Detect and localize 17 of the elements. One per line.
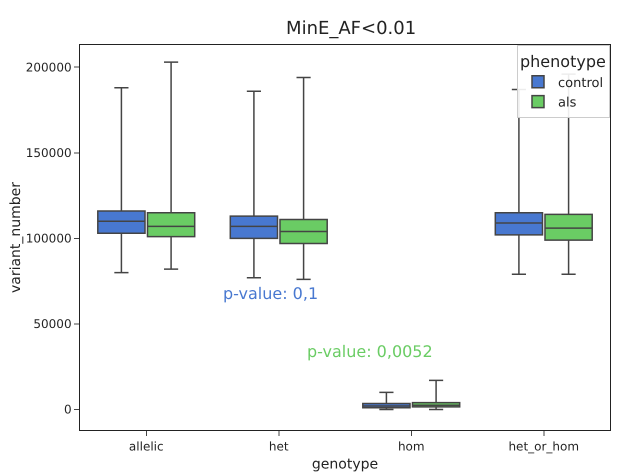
x-tick-label: hom [398,439,425,454]
chart-title: MinE_AF<0.01 [286,18,416,39]
legend-label: als [558,96,577,111]
y-tick-label: 200000 [26,60,72,74]
y-tick-label: 0 [64,402,72,417]
x-axis-title: genotype [312,456,378,473]
annotation: p-value: 0,1 [223,284,318,303]
y-axis-title: variant_number [8,182,24,294]
annotation: p-value: 0,0052 [307,342,433,361]
legend-label: control [558,76,604,91]
y-tick-label: 50000 [33,317,72,332]
y-tick-label: 100000 [26,232,72,246]
x-tick-label: het_or_hom [508,439,580,454]
y-tick-label: 150000 [26,146,72,160]
legend-title: phenotype [520,52,606,71]
x-tick-label: allelic [128,439,164,454]
x-tick-label: het [268,439,289,454]
